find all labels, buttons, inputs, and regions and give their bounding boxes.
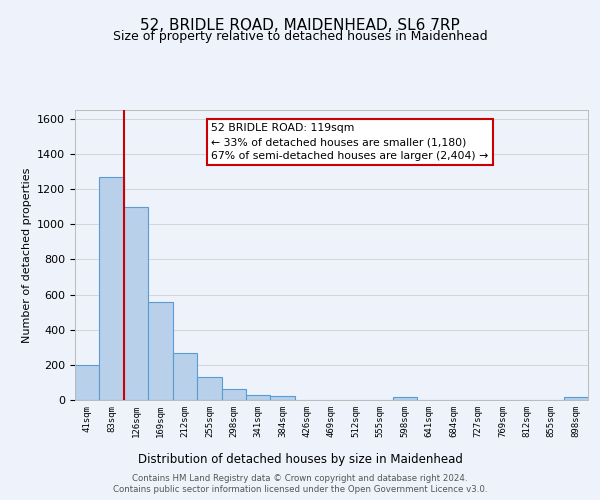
Bar bbox=[392, 398, 417, 400]
Text: Size of property relative to detached houses in Maidenhead: Size of property relative to detached ho… bbox=[113, 30, 487, 43]
Text: 52, BRIDLE ROAD, MAIDENHEAD, SL6 7RP: 52, BRIDLE ROAD, MAIDENHEAD, SL6 7RP bbox=[140, 18, 460, 32]
Bar bbox=[148, 302, 173, 400]
Bar bbox=[563, 398, 588, 400]
Y-axis label: Number of detached properties: Number of detached properties bbox=[22, 168, 32, 342]
Text: Distribution of detached houses by size in Maidenhead: Distribution of detached houses by size … bbox=[137, 452, 463, 466]
Bar bbox=[173, 352, 197, 400]
Bar bbox=[75, 365, 100, 400]
Text: Contains public sector information licensed under the Open Government Licence v3: Contains public sector information licen… bbox=[113, 485, 487, 494]
Bar bbox=[100, 177, 124, 400]
Bar bbox=[221, 389, 246, 400]
Text: 52 BRIDLE ROAD: 119sqm
← 33% of detached houses are smaller (1,180)
67% of semi-: 52 BRIDLE ROAD: 119sqm ← 33% of detached… bbox=[211, 123, 488, 161]
Bar bbox=[246, 394, 271, 400]
Text: Contains HM Land Registry data © Crown copyright and database right 2024.: Contains HM Land Registry data © Crown c… bbox=[132, 474, 468, 483]
Bar bbox=[124, 206, 148, 400]
Bar bbox=[197, 377, 221, 400]
Bar bbox=[271, 396, 295, 400]
